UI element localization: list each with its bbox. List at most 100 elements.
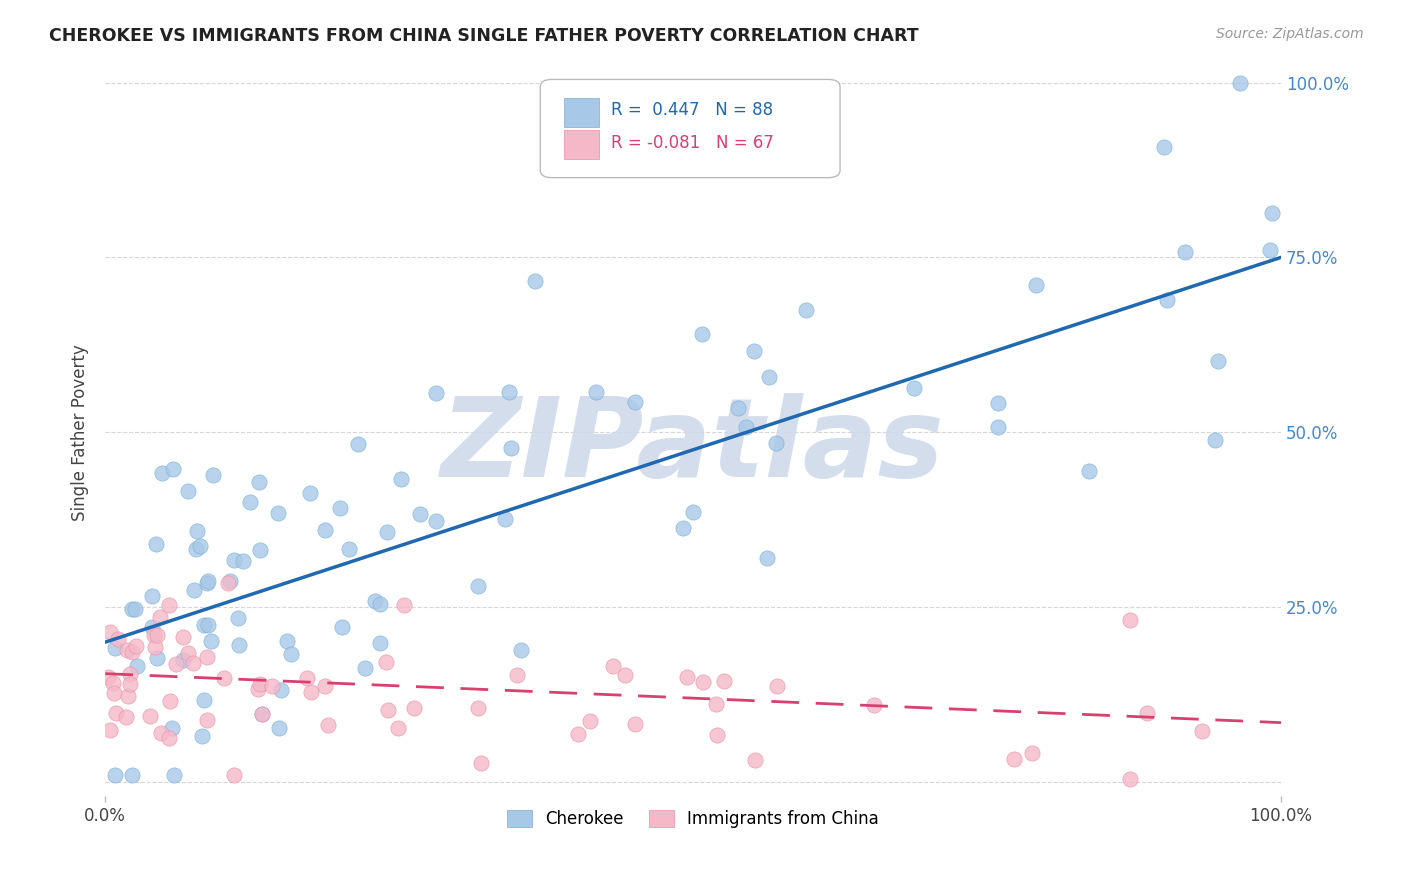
Point	[766, 679, 789, 693]
Point	[299, 486, 322, 500]
Point	[150, 466, 173, 480]
Point	[118, 666, 141, 681]
Point	[165, 657, 187, 671]
Point	[796, 302, 818, 317]
Point	[186, 524, 208, 539]
Point	[121, 602, 143, 616]
Point	[758, 370, 780, 384]
Point	[863, 698, 886, 713]
Point	[270, 683, 292, 698]
Point	[107, 632, 129, 646]
Y-axis label: Single Father Poverty: Single Father Poverty	[72, 344, 89, 521]
Point	[316, 717, 339, 731]
Point	[98, 723, 121, 738]
Point	[1002, 752, 1025, 766]
Text: ZIPatlas: ZIPatlas	[441, 393, 945, 500]
Point	[141, 620, 163, 634]
Point	[1156, 293, 1178, 307]
Point	[267, 722, 290, 736]
Text: Source: ZipAtlas.com: Source: ZipAtlas.com	[1216, 27, 1364, 41]
Point	[404, 701, 426, 715]
Point	[394, 598, 416, 612]
Point	[368, 597, 391, 611]
Point	[742, 344, 765, 359]
Point	[585, 384, 607, 399]
Point	[498, 384, 520, 399]
Point	[377, 703, 399, 717]
Point	[1153, 139, 1175, 153]
Point	[193, 618, 215, 632]
Point	[903, 381, 925, 395]
Point	[387, 722, 409, 736]
Point	[172, 653, 194, 667]
Point	[249, 543, 271, 558]
Point	[239, 495, 262, 509]
Point	[127, 659, 149, 673]
Point	[682, 505, 704, 519]
Point	[121, 645, 143, 659]
Point	[139, 709, 162, 723]
Point	[329, 501, 352, 516]
Point	[124, 639, 146, 653]
Point	[347, 437, 370, 451]
Point	[162, 722, 184, 736]
Point	[1136, 706, 1159, 721]
Point	[713, 673, 735, 688]
Point	[987, 395, 1010, 409]
Point	[337, 541, 360, 556]
Point	[295, 671, 318, 685]
Point	[704, 698, 727, 712]
Point	[197, 574, 219, 589]
Point	[252, 707, 274, 722]
Point	[765, 436, 787, 450]
Point	[98, 625, 121, 640]
Point	[470, 756, 492, 771]
Point	[314, 679, 336, 693]
Point	[172, 630, 194, 644]
Point	[267, 506, 290, 520]
Point	[467, 700, 489, 714]
Point	[217, 575, 239, 590]
Point	[602, 659, 624, 673]
Point	[183, 582, 205, 597]
Point	[1191, 724, 1213, 739]
Point	[246, 681, 269, 696]
Point	[143, 628, 166, 642]
Point	[987, 420, 1010, 434]
Point	[1077, 464, 1099, 478]
Point	[494, 512, 516, 526]
Point	[1025, 277, 1047, 292]
Point	[1258, 243, 1281, 257]
Point	[370, 636, 392, 650]
Point	[389, 472, 412, 486]
Point	[228, 638, 250, 652]
Point	[510, 643, 533, 657]
Point	[374, 656, 396, 670]
Point	[224, 552, 246, 566]
Text: R =  0.447   N = 88: R = 0.447 N = 88	[610, 101, 773, 119]
Legend: Cherokee, Immigrants from China: Cherokee, Immigrants from China	[501, 804, 886, 835]
FancyBboxPatch shape	[540, 79, 839, 178]
Point	[623, 395, 645, 409]
Text: R = -0.081   N = 67: R = -0.081 N = 67	[610, 134, 773, 152]
Point	[120, 676, 142, 690]
Point	[195, 575, 218, 590]
Point	[1174, 244, 1197, 259]
Point	[101, 676, 124, 690]
FancyBboxPatch shape	[564, 130, 599, 160]
Point	[157, 598, 180, 612]
Point	[250, 707, 273, 722]
Point	[162, 461, 184, 475]
Point	[97, 670, 120, 684]
Point	[523, 274, 546, 288]
Point	[159, 694, 181, 708]
Point	[727, 401, 749, 415]
Point	[212, 671, 235, 685]
Point	[181, 657, 204, 671]
Point	[1204, 434, 1226, 448]
Point	[499, 441, 522, 455]
Text: CHEROKEE VS IMMIGRANTS FROM CHINA SINGLE FATHER POVERTY CORRELATION CHART: CHEROKEE VS IMMIGRANTS FROM CHINA SINGLE…	[49, 27, 920, 45]
Point	[219, 574, 242, 589]
Point	[159, 731, 181, 745]
Point	[249, 677, 271, 691]
